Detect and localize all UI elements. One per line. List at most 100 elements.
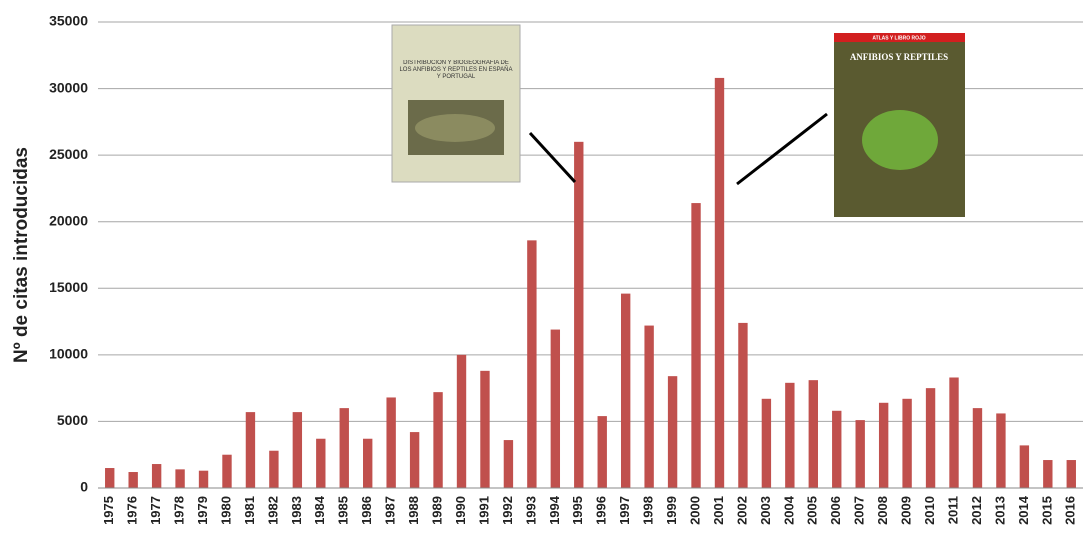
bar bbox=[199, 471, 208, 488]
y-tick-label: 20000 bbox=[49, 212, 88, 228]
bar bbox=[1043, 460, 1052, 488]
bar bbox=[152, 464, 161, 488]
y-tick-label: 35000 bbox=[49, 13, 88, 29]
x-tick-label: 1997 bbox=[617, 496, 632, 525]
bar bbox=[973, 408, 982, 488]
bar bbox=[246, 412, 255, 488]
x-tick-label: 1998 bbox=[641, 496, 656, 525]
bar bbox=[785, 383, 794, 488]
x-tick-label: 1990 bbox=[453, 496, 468, 525]
chart: Nº de citas introducidas DISTRIBUCIÓN Y … bbox=[0, 0, 1086, 538]
bar bbox=[832, 411, 841, 488]
bar bbox=[128, 472, 137, 488]
x-tick-label: 1988 bbox=[406, 496, 421, 525]
x-tick-label: 1982 bbox=[265, 496, 280, 525]
x-tick-label: 2004 bbox=[781, 495, 796, 525]
bar bbox=[480, 371, 489, 488]
x-tick-label: 1975 bbox=[101, 496, 116, 525]
bar bbox=[644, 326, 653, 488]
pointer-line bbox=[737, 114, 827, 184]
bar bbox=[1020, 445, 1029, 488]
bar bbox=[715, 78, 724, 488]
bar bbox=[809, 380, 818, 488]
bar bbox=[222, 455, 231, 488]
x-tick-label: 2011 bbox=[945, 496, 960, 524]
book-title-1: DISTRIBUCIÓN Y BIOGEOGRAFÍA DE LOS ANFIB… bbox=[398, 60, 514, 81]
x-tick-label: 1994 bbox=[547, 495, 562, 525]
x-tick-label: 1991 bbox=[476, 496, 491, 525]
bar bbox=[926, 388, 935, 488]
x-tick-label: 2009 bbox=[899, 496, 914, 525]
book-title-2a: ATLAS Y LIBRO ROJO bbox=[872, 35, 925, 41]
y-axis-label: Nº de citas introducidas bbox=[11, 147, 32, 363]
book-cover-2: ATLAS Y LIBRO ROJO ANFIBIOS Y REPTILES bbox=[834, 33, 965, 217]
bar bbox=[527, 240, 536, 488]
x-tick-label: 1985 bbox=[336, 496, 351, 525]
x-tick-label: 1987 bbox=[383, 496, 398, 525]
x-tick-label: 1977 bbox=[148, 496, 163, 525]
bar bbox=[738, 323, 747, 488]
bar bbox=[293, 412, 302, 488]
x-tick-label: 2016 bbox=[1063, 496, 1078, 525]
bar bbox=[175, 469, 184, 488]
bar bbox=[363, 439, 372, 488]
bar bbox=[1067, 460, 1076, 488]
x-tick-label: 2012 bbox=[969, 496, 984, 525]
x-tick-label: 1986 bbox=[359, 496, 374, 525]
x-tick-label: 1989 bbox=[429, 496, 444, 525]
x-tick-label: 2014 bbox=[1016, 495, 1031, 525]
bar bbox=[269, 451, 278, 488]
x-tick-label: 2000 bbox=[687, 496, 702, 525]
bar bbox=[879, 403, 888, 488]
x-tick-label: 2008 bbox=[875, 496, 890, 525]
x-tick-label: 2007 bbox=[852, 496, 867, 525]
x-tick-label: 1981 bbox=[242, 496, 257, 525]
bar bbox=[856, 420, 865, 488]
x-tick-label: 2010 bbox=[922, 496, 937, 525]
bar bbox=[949, 377, 958, 488]
y-tick-label: 25000 bbox=[49, 146, 88, 162]
bar bbox=[691, 203, 700, 488]
bar bbox=[386, 397, 395, 488]
bar bbox=[340, 408, 349, 488]
pointer-line bbox=[530, 133, 575, 182]
x-tick-label: 1984 bbox=[312, 495, 327, 525]
y-tick-label: 5000 bbox=[57, 412, 88, 428]
bar bbox=[105, 468, 114, 488]
y-tick-label: 30000 bbox=[49, 79, 88, 95]
bar bbox=[668, 376, 677, 488]
x-tick-label: 1978 bbox=[172, 496, 187, 525]
bar bbox=[551, 330, 560, 488]
book-cover-1: DISTRIBUCIÓN Y BIOGEOGRAFÍA DE LOS ANFIB… bbox=[392, 25, 520, 182]
bar bbox=[316, 439, 325, 488]
bar bbox=[433, 392, 442, 488]
bar bbox=[504, 440, 513, 488]
x-tick-label: 2013 bbox=[992, 496, 1007, 525]
x-tick-label: 1995 bbox=[570, 496, 585, 525]
x-tick-label: 2006 bbox=[828, 496, 843, 525]
x-tick-label: 1980 bbox=[218, 496, 233, 525]
bar bbox=[574, 142, 583, 488]
bar bbox=[902, 399, 911, 488]
x-tick-label: 1983 bbox=[289, 496, 304, 525]
bar bbox=[762, 399, 771, 488]
x-tick-label: 1979 bbox=[195, 496, 210, 525]
x-tick-label: 2002 bbox=[734, 496, 749, 525]
x-tick-label: 2005 bbox=[805, 496, 820, 525]
x-tick-label: 2003 bbox=[758, 496, 773, 525]
x-tick-label: 1999 bbox=[664, 496, 679, 525]
book-title-2b: ANFIBIOS Y REPTILES bbox=[850, 52, 948, 62]
x-tick-label: 1993 bbox=[523, 496, 538, 525]
y-tick-label: 15000 bbox=[49, 279, 88, 295]
x-tick-label: 1976 bbox=[125, 496, 140, 525]
bar bbox=[598, 416, 607, 488]
x-tick-label: 2001 bbox=[711, 496, 726, 525]
bar bbox=[410, 432, 419, 488]
y-tick-label: 0 bbox=[80, 479, 88, 495]
bar bbox=[996, 413, 1005, 488]
x-tick-label: 2015 bbox=[1039, 496, 1054, 525]
x-tick-label: 1992 bbox=[500, 496, 515, 525]
x-tick-label: 1996 bbox=[594, 496, 609, 525]
bar bbox=[621, 294, 630, 488]
bar bbox=[457, 355, 466, 488]
